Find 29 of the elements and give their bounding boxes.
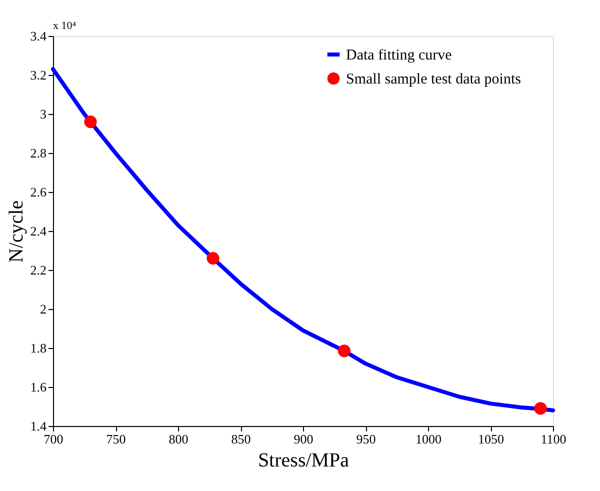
point	[206, 252, 220, 265]
point	[338, 344, 351, 358]
point	[84, 115, 97, 128]
x-tick-label: 850	[231, 432, 251, 446]
x-axis-title: Stress/MPa	[258, 450, 350, 472]
y-tick-label: 3	[40, 106, 46, 122]
y-tick-label: 2.6	[30, 184, 47, 200]
x-tick-label: 700	[44, 432, 64, 446]
y-axis-title: N/cycle	[5, 200, 28, 263]
y-tick-label: 3.4	[30, 28, 47, 44]
y-tick-label: 2.4	[30, 224, 47, 238]
point	[534, 402, 547, 415]
y-tick-label: 2	[40, 302, 46, 316]
y-tick-label: 1.8	[30, 340, 46, 356]
x-tick-label: 750	[106, 432, 126, 446]
text: x 10⁴	[53, 20, 76, 32]
y-tick-label: 1.4	[30, 418, 47, 434]
y-tick-label: 1.6	[30, 380, 47, 394]
x-tick-label: 800	[168, 432, 188, 446]
y-tick-label: 3.2	[30, 68, 46, 82]
y-tick-label: 2.2	[30, 262, 46, 278]
legend-label: Data fitting curve	[346, 48, 452, 64]
x-tick-label: 1100	[540, 432, 566, 446]
x-tick-label: 950	[356, 432, 376, 446]
x-tick-label: 1000	[416, 432, 442, 446]
x-tick-label: 900	[294, 432, 314, 446]
y-tick-label: 2.8	[30, 146, 46, 160]
legend-label: Small sample test data points	[346, 72, 522, 88]
x-tick-label: 1050	[478, 432, 504, 446]
